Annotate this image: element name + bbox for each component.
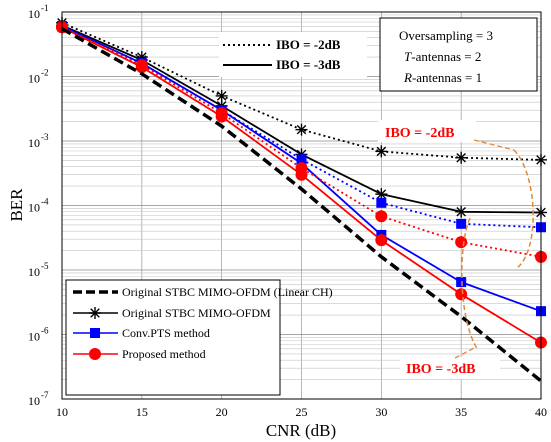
- data-point-circle: [295, 168, 308, 181]
- legend-circle-marker: [89, 348, 101, 360]
- data-point-square: [376, 197, 387, 208]
- data-point-star: [375, 145, 388, 158]
- y-tick-label: 10: [28, 330, 40, 344]
- star-stroke: [216, 91, 227, 101]
- data-point-star: [455, 151, 468, 164]
- anno-2db-bg: [378, 120, 476, 142]
- parameters-box: Oversampling = 3 T-antennas = 2 R-antenn…: [379, 17, 538, 92]
- star-stroke: [296, 124, 307, 135]
- main-legend: Original STBC MIMO-OFDM (Linear CH) Orig…: [65, 279, 333, 396]
- x-axis-title: CNR (dB): [266, 421, 336, 440]
- data-point-circle: [455, 288, 468, 301]
- ibo-annotations: IBO = -2dB IBO = -3dB: [378, 120, 534, 379]
- anno-ibo-2db: IBO = -2dB: [385, 126, 454, 141]
- x-tick-label: 20: [216, 405, 228, 419]
- data-point-star: [295, 123, 308, 136]
- data-point-star: [455, 205, 468, 218]
- y-tick-exponent: -6: [41, 326, 49, 336]
- data-point-circle: [375, 210, 388, 223]
- parameters-box-frame: [379, 17, 538, 92]
- y-tick-label: 10: [28, 136, 40, 150]
- y-tick-exponent: -4: [41, 197, 49, 207]
- ibo-legend-label-3db: IBO = -3dB: [276, 57, 341, 72]
- data-point-circle: [455, 236, 468, 249]
- data-point-circle: [375, 234, 388, 247]
- ibo-legend: IBO = -2dB IBO = -3dB: [219, 32, 367, 77]
- x-tick-label: 25: [296, 405, 308, 419]
- x-tick-label: 40: [535, 405, 547, 419]
- x-tick-label: 10: [56, 405, 68, 419]
- anno-ellipse-arc: [513, 149, 534, 269]
- data-point-circle: [135, 61, 148, 74]
- y-axis-title: BER: [7, 188, 26, 222]
- anno-2db-leader: [473, 139, 515, 151]
- anno-ibo-3db: IBO = -3dB: [406, 362, 475, 377]
- x-tick-label: 30: [375, 405, 387, 419]
- param-t-antennas: T-antennas = 2: [404, 49, 481, 64]
- y-tick-label: 10: [28, 7, 40, 21]
- data-point-circle: [215, 110, 228, 123]
- y-tick-exponent: -5: [41, 261, 49, 271]
- y-tick-labels: 10-710-610-510-410-310-210-1: [28, 3, 49, 408]
- y-tick-label: 10: [28, 72, 40, 86]
- ibo-legend-box: [219, 32, 367, 77]
- series-line: [61, 27, 543, 383]
- y-tick-exponent: -7: [41, 390, 49, 400]
- x-tick-labels: 10 15 20 25 30 35 40: [56, 405, 547, 419]
- star-stroke: [456, 206, 466, 217]
- main-legend-box: [65, 279, 281, 396]
- series-group: [56, 16, 547, 383]
- legend-square-marker: [90, 328, 100, 338]
- y-tick-exponent: -3: [41, 132, 49, 142]
- y-tick-label: 10: [28, 394, 40, 408]
- legend-label-original: Original STBC MIMO-OFDM: [122, 306, 271, 320]
- y-tick-label: 10: [28, 201, 40, 215]
- series-6: [56, 21, 547, 349]
- star-stroke: [376, 189, 387, 199]
- y-tick-exponent: -1: [41, 3, 49, 13]
- anno-3db-leader: [454, 346, 477, 359]
- data-point-square: [456, 277, 467, 288]
- series-0: [61, 27, 543, 383]
- legend-label-pts: Conv.PTS method: [122, 326, 210, 340]
- x-tick-label: 35: [455, 405, 467, 419]
- param-oversampling: Oversampling = 3: [399, 28, 493, 43]
- legend-label-proposed: Proposed method: [122, 347, 206, 361]
- legend-label-linear-ch: Original STBC MIMO-OFDM (Linear CH): [122, 285, 333, 299]
- plot-frame: [61, 11, 542, 400]
- param-r-antennas: R-antennas = 1: [403, 70, 482, 85]
- legend-star-marker: [89, 307, 101, 319]
- star-stroke: [376, 146, 387, 157]
- x-tick-label: 15: [136, 405, 148, 419]
- data-point-square: [456, 218, 467, 229]
- y-tick-label: 10: [28, 265, 40, 279]
- anno-ellipse-arc-low: [461, 217, 479, 351]
- star-stroke: [456, 152, 466, 163]
- ibo-legend-label-2db: IBO = -2dB: [276, 37, 341, 52]
- y-tick-exponent: -2: [41, 68, 49, 78]
- anno-3db-bg: [400, 357, 500, 379]
